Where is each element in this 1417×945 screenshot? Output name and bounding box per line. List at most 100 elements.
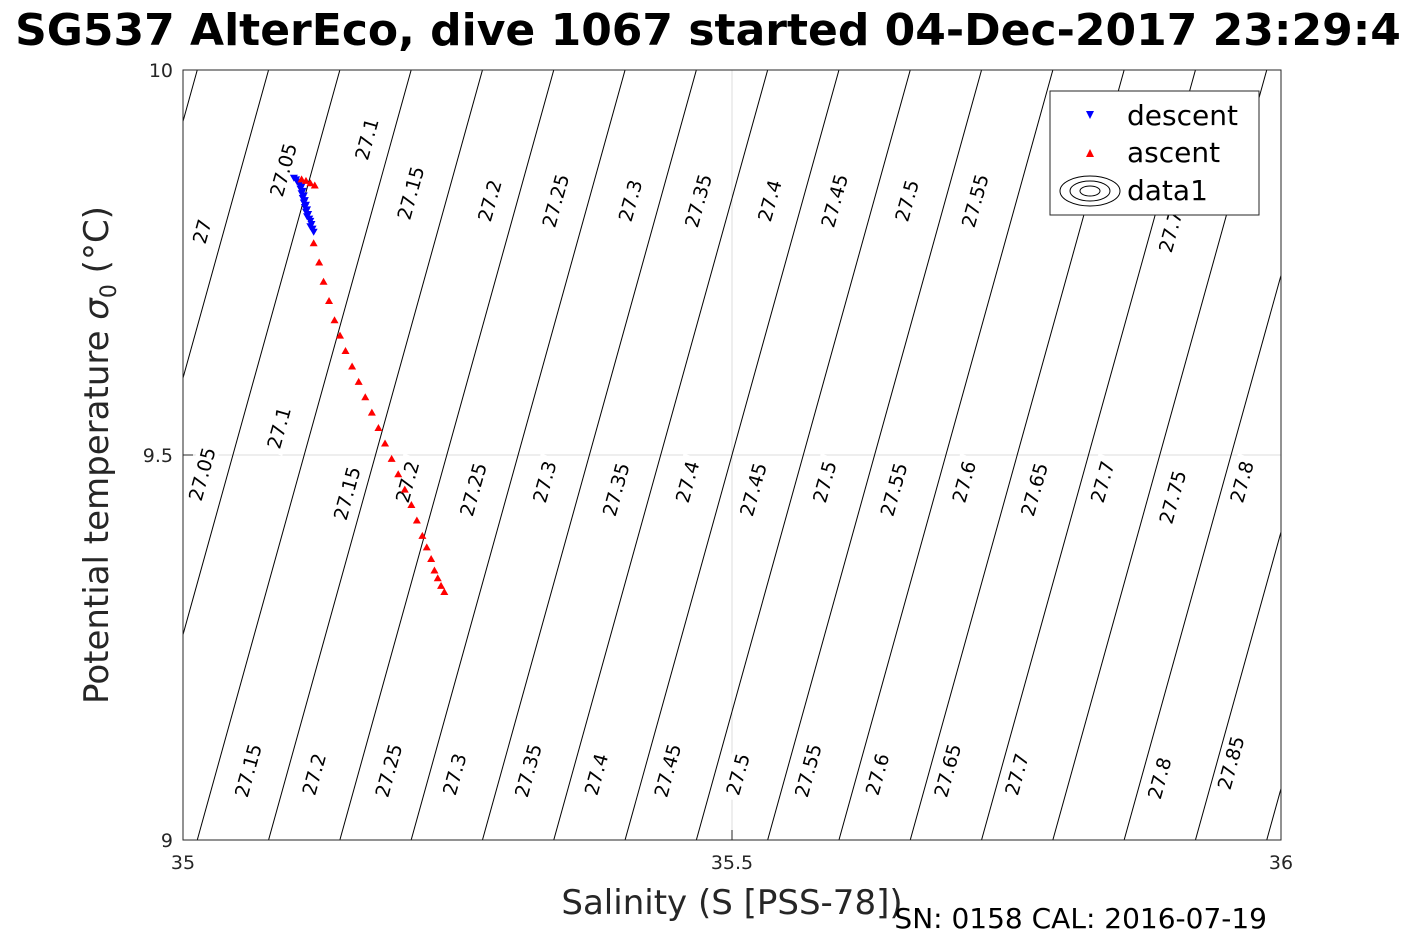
isopycnal-line xyxy=(553,70,769,840)
isopycnal-label-bg xyxy=(264,136,303,204)
isopycnal-label-bg xyxy=(612,172,648,229)
isopycnal-label-group: 27.6 xyxy=(946,453,982,510)
ascent-point xyxy=(433,574,442,582)
x-tick-label: 35 xyxy=(171,852,195,874)
ascent-point xyxy=(341,347,350,355)
ascent-point xyxy=(361,393,370,401)
ascent-point xyxy=(412,516,421,524)
legend-ascent-label: ascent xyxy=(1127,136,1220,169)
isopycnal-label-bg xyxy=(471,172,508,229)
isopycnal-label-bg xyxy=(1224,453,1260,510)
legend-box xyxy=(1049,90,1260,216)
ascent-point xyxy=(348,362,357,370)
isopycnal-label-bg xyxy=(296,746,332,803)
ascent-point xyxy=(407,501,416,509)
isopycnal-label-bg xyxy=(815,167,854,234)
isopycnal-line xyxy=(1123,273,1281,840)
isopycnal-label-bg xyxy=(596,456,635,523)
isopycnal-line xyxy=(481,70,697,840)
ascent-point xyxy=(430,566,439,574)
ascent-point xyxy=(367,408,376,416)
isopycnal-label-bg xyxy=(874,456,913,523)
ascent-point xyxy=(306,179,315,187)
ascent-point xyxy=(297,175,306,183)
isopycnal-line xyxy=(1194,530,1281,840)
isopycnal-label-bg xyxy=(720,746,756,803)
ascent-point xyxy=(422,543,431,551)
isopycnal-label-bg xyxy=(946,453,982,510)
isopycnal-label-bg xyxy=(806,453,842,510)
isopycnal-label-bg xyxy=(327,459,366,527)
isopycnal-label-bg xyxy=(751,172,788,229)
data-series xyxy=(289,174,449,596)
ascent-point xyxy=(315,258,324,266)
y-axis-label: Potential temperature σ0 (°C) xyxy=(77,206,122,704)
legend: descent ascent data1 xyxy=(1049,90,1260,216)
legend-descent-marker xyxy=(1086,111,1094,119)
isopycnal-label-bg xyxy=(348,111,385,168)
isopycnal-line xyxy=(410,70,626,840)
y-tick-label: 9 xyxy=(161,830,173,852)
calibration-footer: SN: 0158 CAL: 2016-07-19 xyxy=(894,902,1267,935)
isopycnal-label-bg xyxy=(1153,463,1192,531)
isopycnal-label-bg xyxy=(859,746,895,803)
isopycnal-line xyxy=(1266,786,1281,840)
ascent-point xyxy=(330,316,339,324)
isopycnal-line xyxy=(196,70,412,840)
ascent-point xyxy=(374,424,383,432)
descent-point xyxy=(309,228,318,236)
isopycnal-label-bg xyxy=(182,440,221,508)
ascent-point xyxy=(387,454,396,462)
isopycnal-line xyxy=(183,70,270,380)
axis-ticks: 35 35.5 36 9 9.5 10 xyxy=(143,60,1293,874)
isopycnal-label-bg xyxy=(889,172,925,229)
isopycnal-line xyxy=(838,70,1054,840)
ascent-point xyxy=(336,331,345,339)
isopycnal-label-bg xyxy=(1015,456,1054,523)
isopycnal-label-bg xyxy=(1152,203,1188,260)
ascent-point xyxy=(418,531,427,539)
isopycnal-label-bg xyxy=(228,737,267,804)
isopycnal-line xyxy=(767,70,983,840)
ascent-point xyxy=(394,470,403,478)
ascent-point xyxy=(381,439,390,447)
legend-ascent-marker xyxy=(1086,149,1094,157)
isopycnal-label-bg xyxy=(526,453,562,510)
ascent-point xyxy=(325,297,334,304)
isopycnal-label-bg xyxy=(669,453,705,510)
y-tick-label: 10 xyxy=(149,60,173,82)
chart-title: SG537 AlterEco, dive 1067 started 04-Dec… xyxy=(15,5,1401,56)
isopycnal-label-bg xyxy=(733,456,773,523)
x-tick-label: 35.5 xyxy=(711,852,753,874)
isopycnal-label-bg xyxy=(648,737,687,804)
y-tick-label: 9.5 xyxy=(143,445,173,467)
ascent-point xyxy=(440,588,449,596)
x-axis-label: Salinity (S [PSS-78]) xyxy=(561,883,902,923)
ascent-point xyxy=(319,277,328,285)
isopycnal-label-bg xyxy=(369,737,408,804)
ascent-point xyxy=(301,176,310,184)
isopycnal-label-bg xyxy=(389,453,425,510)
isopycnal-label-bg xyxy=(578,746,614,803)
ascent-point xyxy=(427,554,436,562)
ascent-point xyxy=(310,181,319,189)
isopycnal-label-bg xyxy=(453,456,493,523)
isopycnal-label-bg xyxy=(508,737,547,804)
isopycnal-line xyxy=(624,70,840,840)
isopycnal-label-bg xyxy=(679,167,718,234)
isopycnal-label-bg xyxy=(187,214,217,249)
isopycnal-line xyxy=(339,70,555,840)
ascent-point xyxy=(437,581,446,589)
isopycnal-label-bg xyxy=(928,737,967,804)
isopycnal-label-group: 27.3 xyxy=(526,453,562,510)
isopycnal-label-bg xyxy=(1141,750,1177,807)
isopycnal-label-bg xyxy=(261,399,297,456)
isopycnal-line xyxy=(695,70,911,840)
isopycnal-label-bg xyxy=(391,159,430,227)
x-tick-label: 36 xyxy=(1269,852,1293,874)
legend-data1-label: data1 xyxy=(1127,174,1208,207)
ascent-point xyxy=(400,485,409,493)
ascent-point xyxy=(309,239,318,247)
isopycnal-label-bg xyxy=(436,746,472,803)
isopycnal-label-bg xyxy=(1084,453,1120,510)
